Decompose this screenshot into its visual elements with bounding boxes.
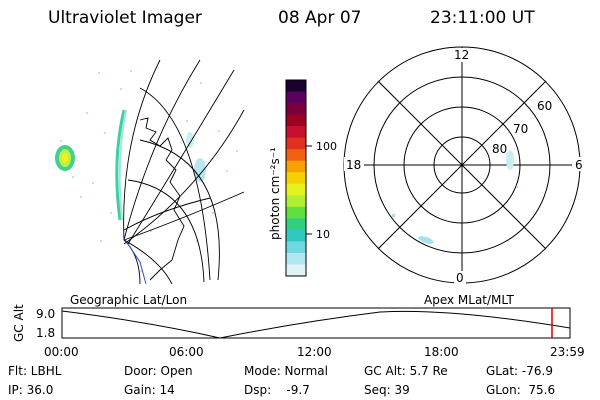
filter-status: Flt: LBHL <box>8 364 62 378</box>
altitude-curve <box>61 310 571 339</box>
geo-grid <box>123 59 245 285</box>
polar-plot <box>343 46 581 284</box>
gc-alt-status: GC Alt: 5.7 Re <box>364 364 448 378</box>
colorbar-segment <box>286 218 306 231</box>
door-status: Door: Open <box>124 364 193 378</box>
glat-status: GLat: -76.9 <box>486 364 553 378</box>
colorbar-label-10: 10 <box>316 228 330 241</box>
colorbar-segment <box>286 206 306 219</box>
colorbar-segment <box>286 195 306 208</box>
colorbar-segment <box>286 126 306 139</box>
seq-status: Seq: 39 <box>364 383 410 397</box>
colorbar-label-100: 100 <box>316 140 337 153</box>
colorbar-segment <box>286 114 306 127</box>
geographic-image <box>55 59 245 285</box>
polar-lat-70: 70 <box>513 122 528 136</box>
polar-lat-80: 80 <box>492 142 507 156</box>
colorbar-segment <box>286 241 306 254</box>
polar-mlt-12: 12 <box>454 48 469 62</box>
colorbar-segment <box>286 103 306 116</box>
timeline-y-label: GC Alt <box>12 304 26 342</box>
polar-lat-60: 60 <box>537 99 552 113</box>
colorbar <box>286 80 306 277</box>
colorbar-segment <box>286 172 306 185</box>
colorbar-segment <box>286 80 306 93</box>
colorbar-segment <box>286 149 306 162</box>
polar-mlt-18: 18 <box>346 158 361 172</box>
polar-diagonal-2 <box>377 80 547 250</box>
timeline-y-min: 1.8 <box>36 326 55 340</box>
noise-dots <box>60 70 238 272</box>
polar-aurora <box>392 150 518 244</box>
colorbar-segment <box>286 252 306 265</box>
x-tick-0000: 00:00 <box>44 345 79 359</box>
timeline-left-label: Geographic Lat/Lon <box>70 293 187 307</box>
auroral-arc <box>115 109 126 221</box>
timeline-right-label: Apex MLat/MLT <box>424 293 514 307</box>
instrument-title: Ultraviolet Imager <box>48 8 202 28</box>
polar-mlt-0: 0 <box>456 271 464 285</box>
colorbar-segment <box>286 137 306 150</box>
ip-status: IP: 36.0 <box>8 383 54 397</box>
timeline-y-max: 9.0 <box>36 307 55 321</box>
time-label: 23:11:00 UT <box>430 8 535 28</box>
aurora-patch <box>194 158 206 182</box>
glon-status: GLon: 75.6 <box>486 383 556 397</box>
date-label: 08 Apr 07 <box>278 8 362 28</box>
colorbar-segment <box>286 229 306 242</box>
colorbar-unit-label: photon cm⁻²s⁻¹ <box>268 147 282 240</box>
colorbar-segment <box>286 91 306 104</box>
polar-mlt-6: 6 <box>575 158 583 172</box>
x-tick-1200: 12:00 <box>297 345 332 359</box>
aurora-blob-core <box>62 153 68 163</box>
x-tick-0600: 06:00 <box>169 345 204 359</box>
x-tick-1800: 18:00 <box>424 345 459 359</box>
gain-status: Gain: 14 <box>124 383 175 397</box>
x-tick-2359: 23:59 <box>550 345 585 359</box>
timeline-frame <box>61 307 571 339</box>
timeline-panel: GC Alt 9.0 1.8 Geographic Lat/Lon Apex M… <box>12 293 585 359</box>
mode-status: Mode: Normal <box>244 364 328 378</box>
colorbar-segment <box>286 183 306 196</box>
colorbar-frame <box>285 79 307 277</box>
ground-track <box>123 237 147 285</box>
dsp-status: Dsp: -9.7 <box>244 383 310 397</box>
colorbar-segment <box>286 264 306 277</box>
colorbar-segment <box>286 160 306 173</box>
